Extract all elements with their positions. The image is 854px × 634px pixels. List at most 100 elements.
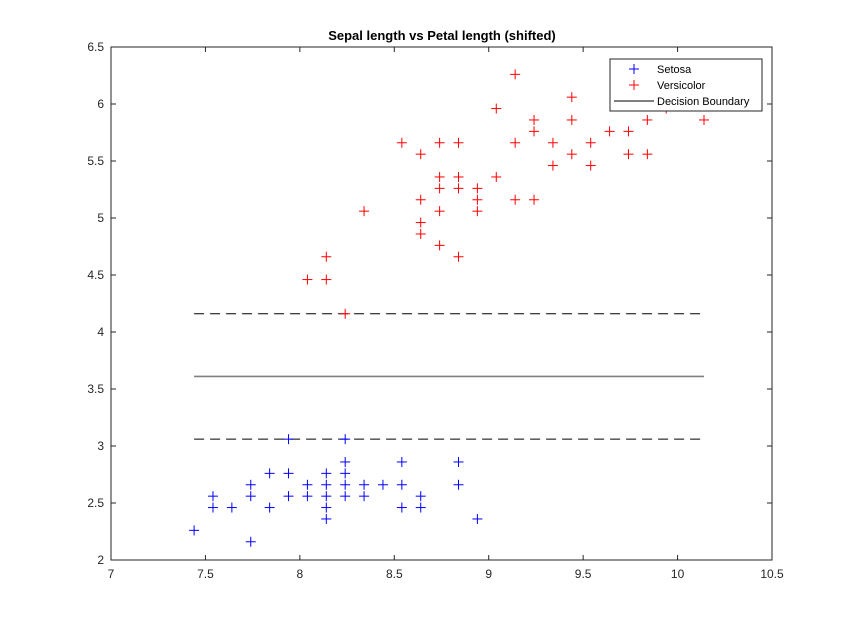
setosa-point [359,491,370,502]
versicolor-point [453,251,464,262]
setosa-point [321,491,332,502]
setosa-point [264,502,275,513]
setosa-point [321,468,332,479]
setosa-point [396,479,407,490]
y-tick-label: 5 [97,211,104,225]
setosa-point [245,536,256,547]
versicolor-point [529,114,540,125]
setosa-point [245,491,256,502]
versicolor-point [510,137,521,148]
setosa-point [302,491,313,502]
setosa-point [321,502,332,513]
versicolor-point [359,206,370,217]
legend-label: Decision Boundary [657,96,750,108]
setosa-point [453,479,464,490]
versicolor-point [453,183,464,194]
setosa-point [340,434,351,445]
x-tick-label: 7 [108,567,115,581]
versicolor-point [302,274,313,285]
setosa-point [189,525,200,536]
legend-marker [629,64,639,74]
versicolor-point [566,149,577,160]
versicolor-point [623,149,634,160]
versicolor-point [510,194,521,205]
setosa-series [189,434,483,547]
y-tick-label: 6.5 [87,40,104,54]
setosa-point [283,468,294,479]
versicolor-point [604,126,615,137]
versicolor-point [566,92,577,103]
axes-box [110,46,773,561]
setosa-point [340,491,351,502]
setosa-point [396,456,407,467]
setosa-point [377,479,388,490]
versicolor-point [396,137,407,148]
x-tick-label: 9 [485,567,492,581]
setosa-point [396,502,407,513]
x-tick-label: 8.5 [386,567,403,581]
setosa-point [321,479,332,490]
chart-title: Sepal length vs Petal length (shifted) [328,28,556,43]
versicolor-point [340,308,351,319]
versicolor-point [529,126,540,137]
versicolor-point [321,274,332,285]
x-tick-label: 10 [671,567,685,581]
setosa-point [264,468,275,479]
versicolor-point [491,171,502,182]
legend-label: Setosa [657,64,692,76]
versicolor-point [566,114,577,125]
y-tick-label: 5.5 [87,154,104,168]
setosa-point [226,502,237,513]
versicolor-point [434,206,445,217]
x-tick-label: 10.5 [760,567,784,581]
legend: Setosa Versicolor Decision Boundary [609,58,763,112]
versicolor-point [415,228,426,239]
y-tick-label: 2 [97,553,104,567]
versicolor-point [434,171,445,182]
versicolor-point [453,137,464,148]
versicolor-point [434,183,445,194]
setosa-point [207,502,218,513]
y-tick-label: 3 [97,439,104,453]
versicolor-point [491,103,502,114]
versicolor-point [642,149,653,160]
setosa-point [283,491,294,502]
versicolor-point [472,183,483,194]
setosa-point [453,456,464,467]
y-tick-label: 4 [97,325,104,339]
x-tick-label: 7.5 [197,567,214,581]
versicolor-point [415,149,426,160]
versicolor-point [415,194,426,205]
setosa-point [245,479,256,490]
setosa-point [472,513,483,524]
versicolor-point [453,171,464,182]
setosa-point [415,502,426,513]
versicolor-point [585,137,596,148]
setosa-point [302,479,313,490]
versicolor-point [585,160,596,171]
setosa-point [340,468,351,479]
versicolor-point [472,194,483,205]
setosa-point [359,479,370,490]
setosa-point [340,479,351,490]
x-tick-label: 9.5 [575,567,592,581]
versicolor-point [321,251,332,262]
setosa-point [321,513,332,524]
y-tick-label: 3.5 [87,382,104,396]
versicolor-point [472,206,483,217]
versicolor-point [642,114,653,125]
y-tick-label: 6 [97,97,104,111]
legend-label: Versicolor [657,80,706,92]
y-tick-label: 4.5 [87,268,104,282]
x-tick-label: 8 [297,567,304,581]
legend-marker [629,80,639,90]
setosa-point [207,491,218,502]
setosa-point [415,491,426,502]
setosa-point [283,434,294,445]
versicolor-point [434,137,445,148]
versicolor-point [699,114,710,125]
versicolor-point [547,160,558,171]
y-tick-label: 2.5 [87,496,104,510]
